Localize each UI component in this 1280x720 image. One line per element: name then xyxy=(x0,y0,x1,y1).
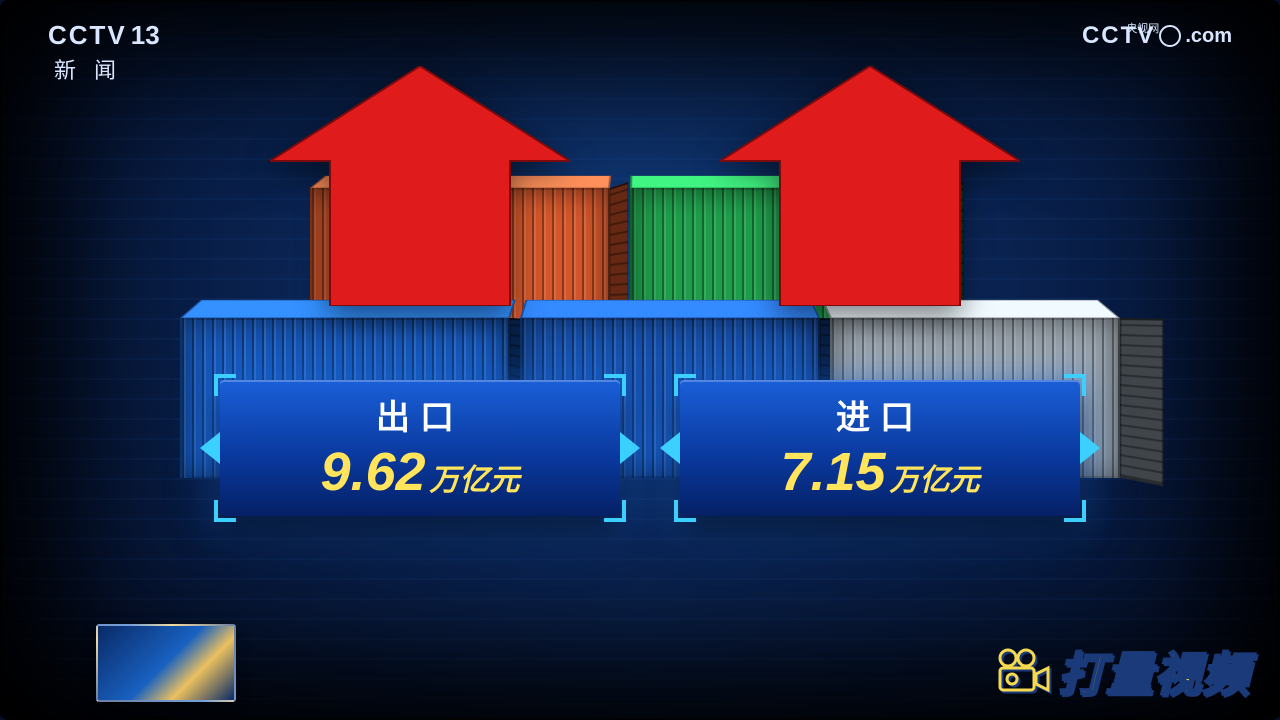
frame-border xyxy=(0,0,1280,720)
